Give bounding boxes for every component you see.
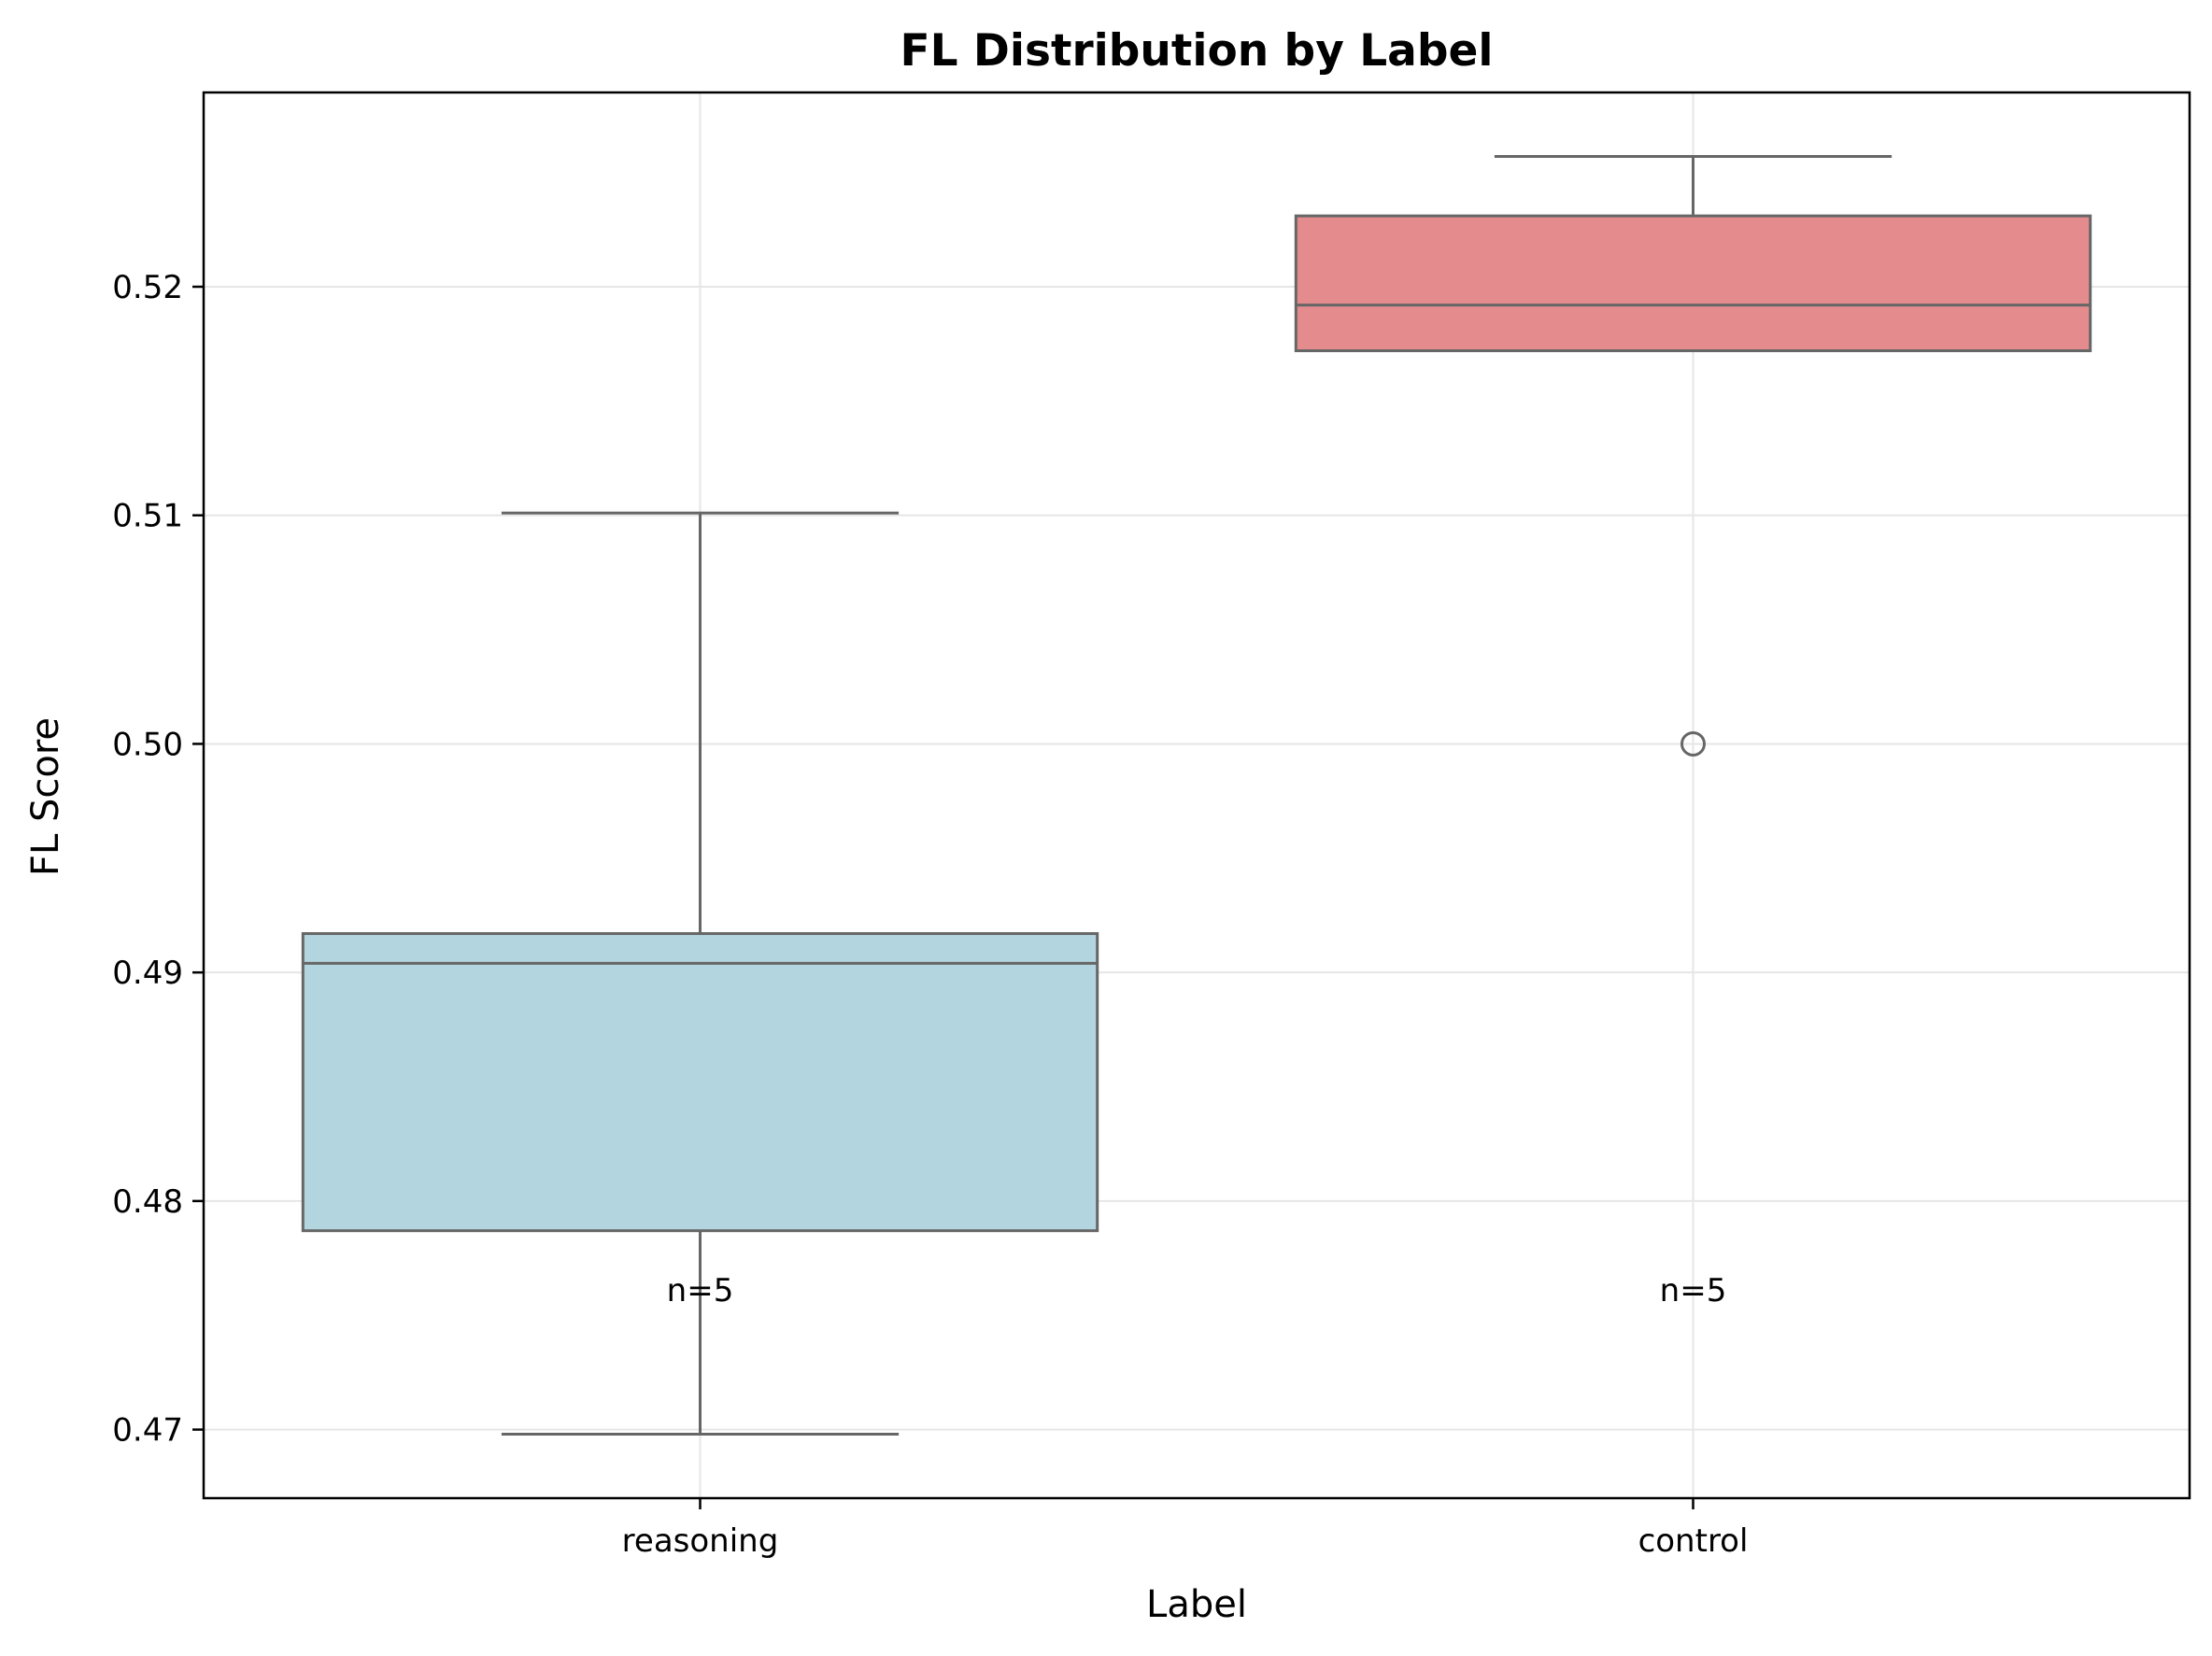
y-tick-label: 0.52	[112, 269, 183, 306]
y-tick-label: 0.49	[112, 955, 183, 992]
y-tick-label: 0.50	[112, 726, 183, 763]
plot-frame	[202, 91, 2191, 1500]
n-annotation: n=5	[1660, 1272, 1727, 1309]
box-control: n=5	[1294, 155, 2092, 1309]
x-axis-label: Label	[1146, 1583, 1247, 1626]
outlier-point	[1680, 730, 1706, 757]
x-tick-label: control	[1638, 1522, 1749, 1560]
box-iqr	[301, 932, 1099, 1233]
box-iqr	[1294, 214, 2092, 353]
x-tick-label: reasoning	[622, 1522, 779, 1560]
y-tick-label: 0.47	[112, 1412, 183, 1450]
y-tick-label: 0.48	[112, 1183, 183, 1221]
y-axis-label: FL Score	[24, 717, 67, 876]
n-annotation: n=5	[667, 1272, 734, 1309]
chart-title: FL Distribution by Label	[900, 25, 1493, 77]
y-tick-label: 0.51	[112, 498, 183, 535]
box-reasoning: n=5	[301, 511, 1099, 1436]
